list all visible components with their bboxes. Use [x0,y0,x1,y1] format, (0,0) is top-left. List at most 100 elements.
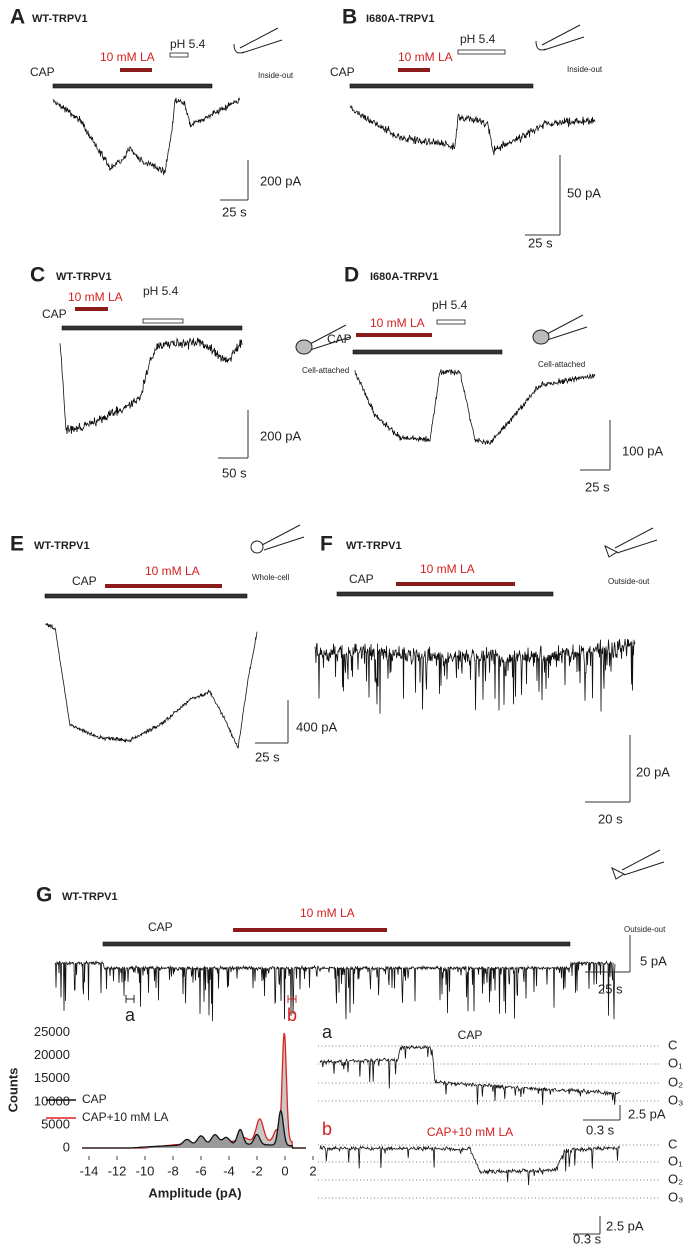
label: B [342,6,357,29]
label: Inside-out [567,65,603,74]
label: D [344,264,359,287]
la-bar [398,68,430,72]
label: 10 mM LA [68,290,123,304]
la-bar [75,307,108,311]
label: 2 [309,1163,316,1178]
label: 20 s [598,811,623,826]
label: F [320,533,333,556]
label: -8 [167,1163,179,1178]
label: WT-TRPV1 [32,13,88,25]
la-bar [356,333,432,337]
cap-bar [102,941,571,947]
label: 10 mM LA [300,906,355,920]
label: -6 [195,1163,207,1178]
label: 50 s [222,465,247,480]
line [261,524,301,546]
label: 0 [63,1139,70,1154]
cell [532,329,550,345]
label: 2.5 pA [606,1218,644,1233]
label: 25 s [255,749,280,764]
label: -14 [80,1163,99,1178]
label: CAP [82,1092,107,1106]
line [621,849,661,871]
label: -12 [108,1163,127,1178]
la-bar [233,928,387,932]
label: CAP [72,574,97,588]
label: 20 pA [636,764,670,779]
label: 5000 [41,1116,70,1131]
label: I680A-TRPV1 [366,13,434,25]
label: CAP [42,307,67,321]
line [546,326,588,341]
line [309,336,351,351]
label: -4 [223,1163,235,1178]
label: Whole-cell [252,573,290,582]
current-trace [319,1044,620,1105]
label: a [125,1005,136,1025]
line [307,324,347,346]
la-bar [105,584,222,588]
label: WT-TRPV1 [34,540,90,552]
line [623,861,665,876]
cap-bar [52,83,213,89]
line [543,36,585,51]
label: E [10,533,24,556]
label: O₁ [668,1055,683,1070]
cap-bar [61,325,243,331]
label: Inside-out [258,71,294,80]
current-trace [44,623,258,749]
label: 25 s [222,204,247,219]
label: O₁ [668,1153,683,1168]
label: -10 [136,1163,155,1178]
label: pH 5.4 [432,298,468,312]
cap-bar [336,591,554,597]
ph-bar [142,318,184,324]
label: 10 mM LA [100,50,155,64]
label: 200 pA [260,173,302,188]
patch [535,40,547,51]
current-trace [354,369,596,446]
label: CAP [349,572,374,586]
label: 10 mM LA [398,50,453,64]
line [241,39,283,54]
current-trace [349,105,596,156]
label: 400 pA [296,719,338,734]
label: 10 mM LA [420,562,475,576]
label: O₂ [668,1171,683,1186]
density-fill [82,1110,306,1148]
label: CAP [30,65,55,79]
density-fill [82,1033,306,1148]
current-trace [314,638,636,714]
label: WT-TRPV1 [346,540,402,552]
label: a [322,1022,333,1042]
label: WT-TRPV1 [56,271,112,283]
label: Cell-attached [302,366,349,375]
label: b [287,1005,297,1025]
current-trace [319,1145,620,1186]
label: 0.3 s [586,1122,615,1137]
label: Outside-out [624,925,666,934]
label: 50 pA [567,185,601,200]
label: CAP [330,65,355,79]
label: Outside-out [608,577,650,586]
la-bar [396,582,515,586]
label: C [668,1136,677,1151]
label: CAP [148,920,173,934]
label: Cell-attached [538,360,585,369]
current-trace [52,96,241,176]
current-trace [59,337,243,435]
line [263,536,305,551]
cell [250,540,264,554]
label: 100 pA [622,443,664,458]
density-curve [82,1109,306,1149]
density-curve [82,1032,306,1149]
label: 15000 [34,1070,70,1085]
label: 25000 [34,1024,70,1039]
cell [295,339,313,355]
label: -2 [251,1163,263,1178]
cap-bar [44,593,248,599]
patch [233,43,245,54]
cap-bar [349,83,534,89]
label: A [10,6,25,29]
label: 10 mM LA [370,316,425,330]
